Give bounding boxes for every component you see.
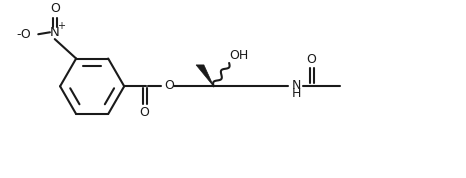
Text: -O: -O [17,28,31,41]
Text: N: N [50,26,60,39]
Polygon shape [196,65,213,86]
Text: O: O [140,106,150,119]
Text: N: N [291,79,301,92]
Text: O: O [164,79,174,92]
Text: +: + [56,22,65,32]
Text: OH: OH [229,49,248,62]
Text: H: H [291,87,301,100]
Text: O: O [307,53,316,66]
Text: O: O [50,2,60,15]
